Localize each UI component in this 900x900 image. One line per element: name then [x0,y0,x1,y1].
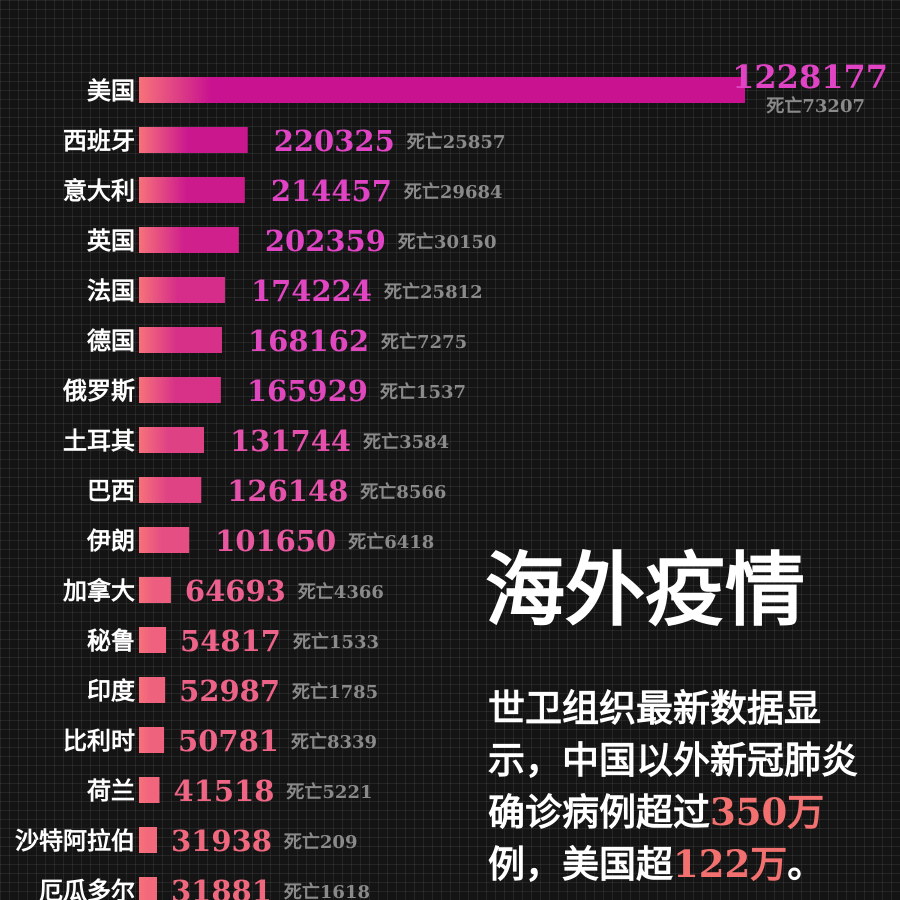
bar [139,777,160,803]
death-label: 死亡1785 [292,681,378,703]
value-label: 101650 [215,524,336,558]
category-label: 英国 [87,226,135,255]
death-label: 死亡73207 [766,95,865,117]
death-label: 死亡6418 [348,531,434,553]
category-label: 德国 [87,326,135,355]
value-label: 126148 [227,474,348,508]
value-label: 41518 [173,774,274,808]
bar [139,527,190,553]
value-label: 202359 [265,224,386,258]
category-label: 巴西 [87,476,135,505]
bar [139,477,202,503]
bar [139,827,157,853]
headline: 海外疫情 [485,543,805,637]
death-label: 死亡4366 [298,581,384,603]
bar [139,227,239,253]
death-label: 死亡7275 [381,331,467,353]
death-label: 死亡1618 [284,881,370,900]
value-label: 214457 [271,174,392,208]
death-label: 死亡1537 [380,381,466,403]
category-label: 比利时 [63,726,135,755]
description-highlight-total: 350万 [710,790,825,834]
death-label: 死亡30150 [398,231,497,253]
death-label: 死亡25857 [407,131,506,153]
description-text-2: 例，美国超 [488,842,673,886]
description-text-1: 世卫组织最新数据显示，中国以外新冠肺炎确诊病例超过 [488,686,858,834]
death-label: 死亡5221 [286,781,372,803]
value-label: 52987 [179,674,280,708]
value-label: 165929 [247,374,368,408]
death-label: 死亡209 [284,831,358,853]
bar [139,427,205,453]
value-label: 31881 [171,874,272,900]
bar [139,577,171,603]
category-label: 西班牙 [63,126,135,155]
category-label: 俄罗斯 [62,376,135,405]
bar [139,377,221,403]
category-label: 法国 [87,276,135,305]
value-label: 168162 [248,324,369,358]
value-label: 54817 [180,624,281,658]
category-label: 意大利 [63,176,135,205]
death-label: 死亡8566 [360,481,446,503]
value-label: 64693 [185,574,286,608]
category-label: 荷兰 [87,776,135,805]
category-label: 沙特阿拉伯 [15,826,135,855]
death-label: 死亡3584 [363,431,449,453]
bar [139,77,745,103]
bar [139,327,222,353]
bar [139,277,225,303]
bar [139,677,166,703]
category-label: 印度 [87,676,136,705]
value-label: 220325 [274,124,395,158]
bar [139,877,157,900]
category-label: 伊朗 [86,526,135,555]
death-label: 死亡8339 [291,731,377,753]
category-label: 美国 [87,76,135,105]
category-label: 土耳其 [63,426,135,455]
value-label: 50781 [178,724,279,758]
value-label: 131744 [230,424,351,458]
bar [139,727,165,753]
category-label: 秘鲁 [87,626,135,655]
death-label: 死亡1533 [293,631,379,653]
value-label: 31938 [171,824,272,858]
value-label: 174224 [251,274,372,308]
bar [139,627,167,653]
description-text-3: 。 [787,842,825,886]
category-label: 加拿大 [63,576,135,605]
description-highlight-us: 122万 [673,842,788,886]
value-label: 1228177 [732,58,888,96]
bar [139,127,248,153]
bar [139,177,245,203]
death-label: 死亡29684 [404,181,503,203]
death-label: 死亡25812 [384,281,483,303]
description: 世卫组织最新数据显示，中国以外新冠肺炎确诊病例超过350万例，美国超122万。 [488,682,888,890]
category-label: 厄瓜多尔 [39,876,135,900]
